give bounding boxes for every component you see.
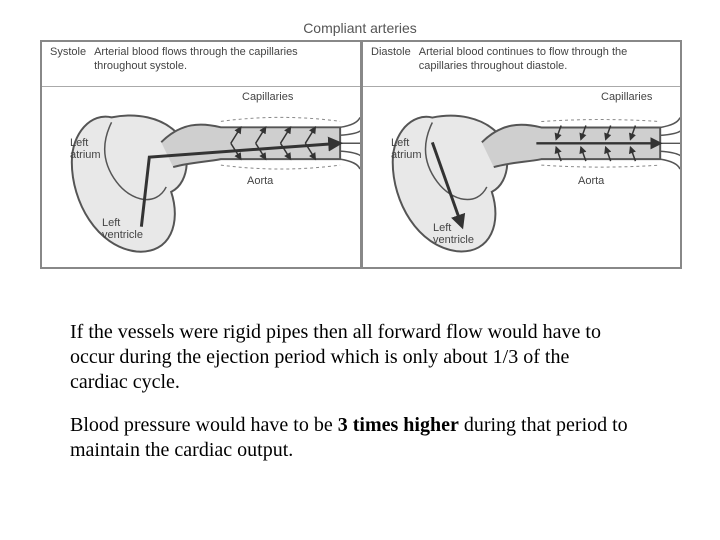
diagram-diastole: Capillaries Left atrium Aorta Left ventr… [363, 87, 680, 267]
figure-compliant-arteries: Compliant arteries Systole Arterial bloo… [40, 20, 680, 269]
label-aorta: Aorta [578, 175, 604, 187]
phase-label: Systole [50, 46, 86, 60]
paragraph-2: Blood pressure would have to be 3 times … [70, 413, 630, 463]
paragraph-1: If the vessels were rigid pipes then all… [70, 320, 630, 395]
phase-desc: Arterial blood flows through the capilla… [94, 46, 352, 74]
panel-diastole: Diastole Arterial blood continues to flo… [361, 41, 681, 268]
diagram-systole: Capillaries Left atrium Aorta Left ventr… [42, 87, 360, 267]
p2-part-a: Blood pressure would have to be [70, 414, 338, 436]
figure-panels: Systole Arterial blood flows through the… [40, 40, 682, 269]
panel-header-systole: Systole Arterial blood flows through the… [42, 42, 360, 87]
figure-title: Compliant arteries [40, 20, 680, 36]
body-text: If the vessels were rigid pipes then all… [70, 320, 630, 481]
label-left-atrium: Left atrium [391, 137, 422, 161]
label-aorta: Aorta [247, 175, 273, 187]
label-left-ventricle: Left ventricle [433, 222, 474, 246]
label-left-ventricle: Left ventricle [102, 217, 143, 241]
panel-header-diastole: Diastole Arterial blood continues to flo… [363, 42, 680, 87]
heart-diagram-icon [363, 87, 680, 267]
label-capillaries: Capillaries [242, 91, 293, 103]
label-left-atrium: Left atrium [70, 137, 101, 161]
panel-systole: Systole Arterial blood flows through the… [41, 41, 361, 268]
label-capillaries: Capillaries [601, 91, 652, 103]
phase-desc: Arterial blood continues to flow through… [419, 46, 672, 74]
phase-label: Diastole [371, 46, 411, 60]
heart-diagram-icon [42, 87, 360, 267]
p2-bold: 3 times higher [338, 414, 459, 436]
